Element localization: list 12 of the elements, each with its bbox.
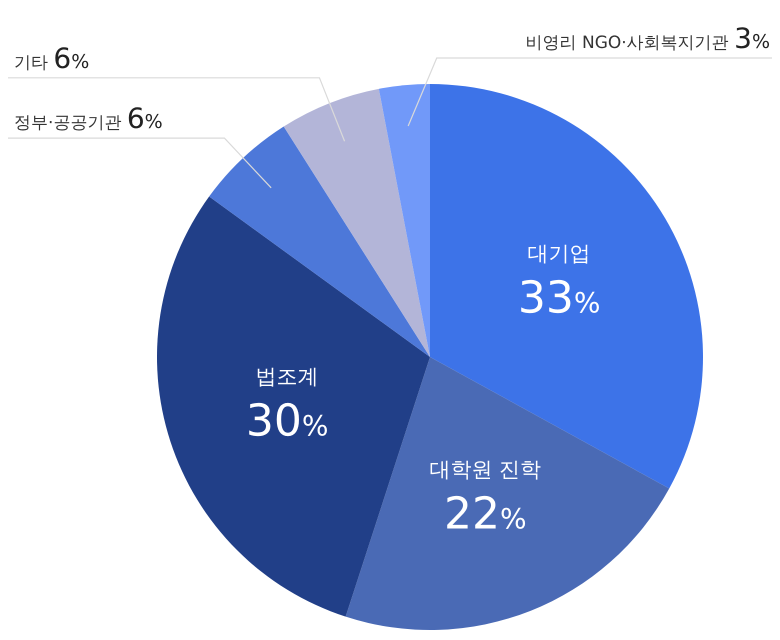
data-label: 33% xyxy=(518,272,601,324)
data-label: 30% xyxy=(246,395,329,446)
slice-label: 대기업 xyxy=(528,242,591,266)
data-label: 22% xyxy=(444,488,527,540)
slice-label: 대학원 진학 xyxy=(429,458,542,482)
data-label: 6% xyxy=(53,42,90,75)
data-label: 6% xyxy=(126,102,163,136)
slice-label: 정부·공공기관 xyxy=(14,113,127,134)
data-label: 3% xyxy=(734,22,770,56)
slice-label: 비영리 NGO·사회복지기관 xyxy=(526,33,734,54)
slice-label: 기타 xyxy=(14,52,54,73)
slice-label: 법조계 xyxy=(256,364,319,388)
